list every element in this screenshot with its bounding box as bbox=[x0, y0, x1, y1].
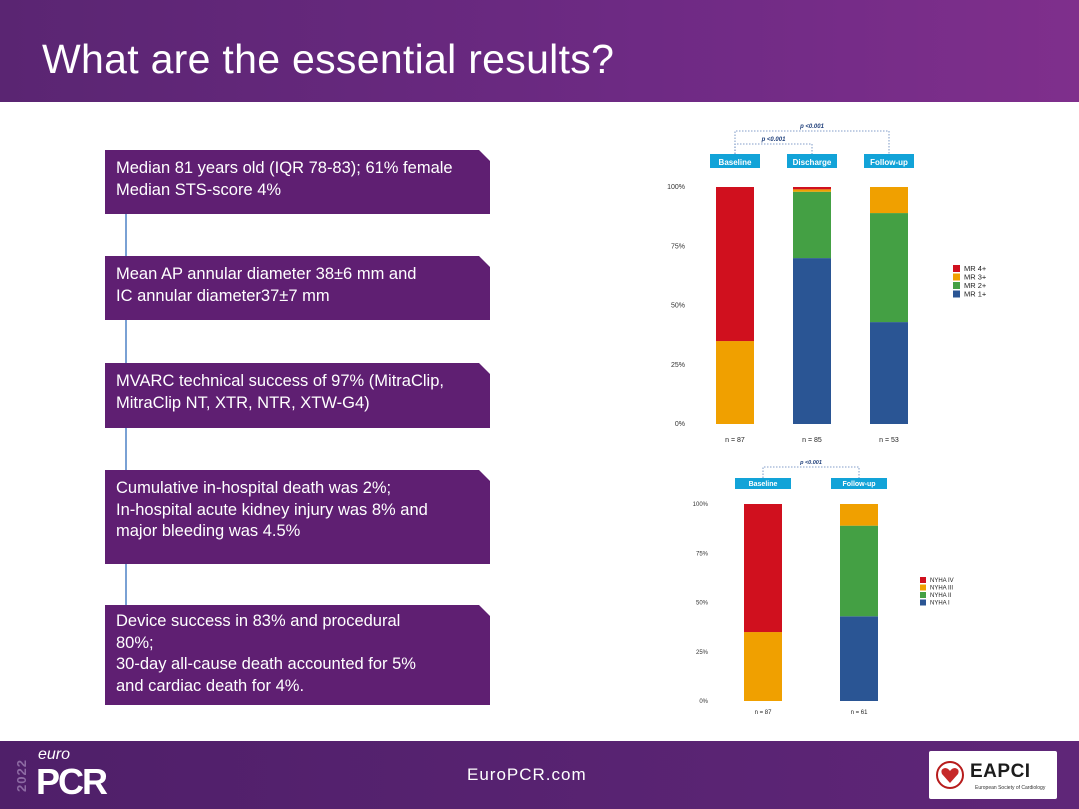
box-text-line: Cumulative in-hospital death was 2%; bbox=[116, 479, 392, 497]
category-header-label: Discharge bbox=[793, 158, 832, 167]
result-box-annulus: Mean AP annular diameter 38±6 mm and IC … bbox=[105, 256, 490, 320]
p-value-bracket bbox=[734, 143, 813, 154]
y-tick-label: 100% bbox=[667, 184, 685, 191]
result-box-demographics: Median 81 years old (IQR 78-83); 61% fem… bbox=[105, 150, 490, 214]
p-value-label: p <0.001 bbox=[761, 137, 787, 143]
sample-size-label: n = 87 bbox=[755, 710, 773, 716]
box-text-line: MitraClip NT, XTR, NTR, XTW-G4) bbox=[116, 393, 370, 412]
legend-label: NYHA IV bbox=[930, 578, 954, 584]
sample-size-label: n = 53 bbox=[879, 437, 899, 444]
y-tick-label: 25% bbox=[671, 362, 685, 369]
legend-label: NYHA III bbox=[930, 586, 953, 592]
sample-size-label: n = 87 bbox=[725, 437, 745, 444]
footer-bar: 2022 euro PCR EuroPCR.com EAPCI European… bbox=[0, 741, 1079, 809]
nyha-class-chart-svg: 0% 25% 50% 75% 100% Baseline n = 87 Follow-up n … bbox=[693, 460, 954, 716]
legend-swatch bbox=[920, 584, 926, 591]
bar-segment bbox=[793, 187, 831, 190]
y-tick-label: 75% bbox=[671, 243, 685, 250]
box-text-line: In-hospital acute kidney injury was 8% a… bbox=[116, 500, 428, 519]
category-header-label: Follow-up bbox=[842, 481, 875, 488]
legend-swatch bbox=[920, 592, 926, 598]
footer-url[interactable]: EuroPCR.com bbox=[467, 765, 587, 784]
legend-label: MR 4+ bbox=[964, 264, 987, 273]
heart-emblem-icon bbox=[936, 761, 964, 789]
footer-brand: PCR bbox=[36, 761, 108, 802]
box-text-line: major bleeding was 4.5% bbox=[116, 522, 301, 540]
legend-swatch bbox=[953, 273, 960, 281]
result-box-device-success: Device success in 83% and procedural 80%… bbox=[105, 605, 490, 705]
category-header-box bbox=[735, 478, 791, 489]
connector-line bbox=[125, 213, 127, 256]
y-tick-label: 75% bbox=[696, 551, 709, 557]
box-text-line: Median 81 years old (IQR 78-83); 61% fem… bbox=[116, 159, 453, 177]
box-text-line: 80%; bbox=[116, 633, 154, 652]
bar-segment bbox=[840, 616, 878, 701]
legend-label: MR 2+ bbox=[964, 281, 987, 290]
bar-segment bbox=[840, 504, 878, 526]
legend-swatch bbox=[953, 265, 960, 272]
category-header-box bbox=[787, 154, 837, 168]
mr-grade-chart: 0% 25% 50% 75% 100% Baseline n = 87 Discharge n … bbox=[655, 115, 1055, 455]
y-tick-label: 0% bbox=[699, 699, 708, 705]
slide-title: What are the essential results? bbox=[42, 36, 615, 82]
bar-segment bbox=[840, 525, 878, 617]
legend-swatch bbox=[953, 290, 960, 298]
title-bar: What are the essential results? bbox=[0, 0, 1079, 102]
y-tick-label: 0% bbox=[675, 421, 685, 428]
bar-segment bbox=[870, 213, 908, 323]
y-tick-label: 100% bbox=[693, 502, 709, 508]
y-tick-label: 50% bbox=[696, 601, 709, 607]
legend-swatch bbox=[920, 577, 926, 583]
bar-segment bbox=[793, 191, 831, 259]
eapci-logo-text: EAPCI bbox=[970, 761, 1031, 782]
legend-label: MR 1+ bbox=[964, 290, 987, 299]
category-header-box bbox=[831, 478, 887, 489]
box-text-line: 30-day all-cause death accounted for 5% bbox=[116, 655, 416, 673]
legend-swatch bbox=[953, 282, 960, 289]
box-text-line: Median STS-score 4% bbox=[116, 180, 282, 199]
y-tick-label: 50% bbox=[671, 303, 685, 310]
box-text-line: IC annular diameter37±7 mm bbox=[116, 286, 330, 305]
bar-segment bbox=[716, 187, 754, 342]
connector-line bbox=[125, 428, 127, 470]
sample-size-label: n = 61 bbox=[851, 710, 869, 716]
bar-segment bbox=[793, 258, 831, 424]
bar-segment bbox=[870, 187, 908, 214]
legend-label: NYHA I bbox=[930, 601, 950, 607]
category-header-label: Baseline bbox=[719, 158, 752, 167]
bar-segment bbox=[716, 341, 754, 424]
bar-segment bbox=[793, 189, 831, 192]
box-text-line: MVARC technical success of 97% (MitraCli… bbox=[116, 372, 444, 390]
p-value-label: p <0.001 bbox=[799, 124, 825, 130]
footer-euro: euro bbox=[38, 746, 71, 763]
eapci-logo: EAPCI European Society of Cardiology bbox=[929, 751, 1057, 799]
category-header-label: Follow-up bbox=[870, 158, 908, 167]
footer-year: 2022 bbox=[14, 759, 29, 793]
box-text-line: and cardiac death for 4%. bbox=[116, 676, 305, 695]
bar-segment bbox=[870, 322, 908, 424]
category-header-box bbox=[864, 154, 914, 168]
category-header-label: Baseline bbox=[749, 481, 778, 488]
result-box-technical-success: MVARC technical success of 97% (MitraCli… bbox=[105, 363, 490, 428]
mr-grade-chart-svg: 0% 25% 50% 75% 100% Baseline n = 87 Discharge n … bbox=[667, 124, 987, 444]
connector-line bbox=[125, 320, 127, 363]
result-box-in-hospital: Cumulative in-hospital death was 2%; In-… bbox=[105, 470, 490, 564]
legend-swatch bbox=[920, 599, 926, 606]
p-value-label: p <0.001 bbox=[799, 460, 822, 466]
connector-line bbox=[125, 563, 127, 605]
esc-logo-subtext: European Society of Cardiology bbox=[975, 785, 1046, 791]
sample-size-label: n = 85 bbox=[802, 437, 822, 444]
bar-segment bbox=[744, 632, 782, 701]
y-tick-label: 25% bbox=[696, 650, 709, 656]
p-value-bracket bbox=[762, 466, 860, 478]
legend-label: NYHA II bbox=[930, 593, 952, 599]
p-value-bracket bbox=[734, 130, 890, 154]
legend-label: MR 3+ bbox=[964, 273, 987, 282]
bar-segment bbox=[744, 504, 782, 633]
category-header-box bbox=[710, 154, 760, 168]
nyha-class-chart: 0% 25% 50% 75% 100% Baseline n = 87 Follow-up n … bbox=[680, 452, 1000, 732]
box-text-line: Mean AP annular diameter 38±6 mm and bbox=[116, 265, 417, 283]
box-text-line: Device success in 83% and procedural bbox=[116, 612, 401, 630]
